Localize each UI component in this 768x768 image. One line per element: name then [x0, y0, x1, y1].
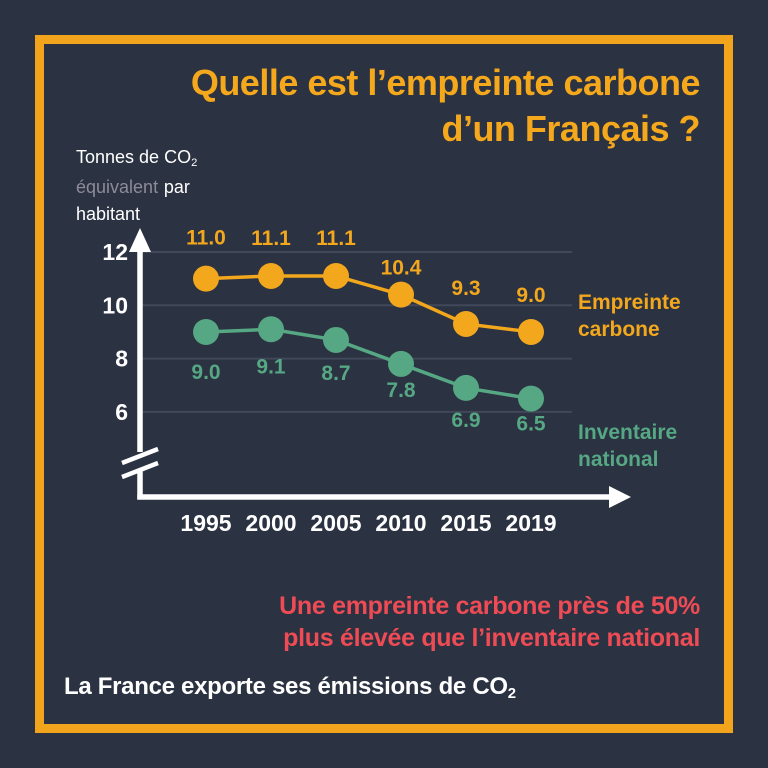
x-tick-label: 2010 [375, 510, 426, 536]
footnote-co2-subscript: 2 [507, 686, 516, 703]
gridlines [142, 251, 572, 413]
title-line1: Quelle est l’empreinte carbone [190, 62, 701, 103]
unit-label-line1-text: Tonnes de CO [76, 147, 192, 167]
footnote-main: La France exporte ses émissions de CO [64, 673, 508, 700]
unit-label-line2: équivalent par [76, 174, 197, 201]
data-point [453, 374, 479, 401]
y-tick-label: 6 [115, 399, 128, 425]
legend-label: national [578, 448, 659, 471]
data-point [388, 281, 414, 308]
x-axis-ticks: 1995 2000 2005 2010 2015 2019 [180, 510, 556, 536]
axis-break [121, 446, 159, 480]
legend-label: Empreinte [578, 291, 681, 314]
data-point [453, 310, 479, 337]
value-label: 8.7 [321, 362, 350, 385]
axis-break-slash [121, 446, 159, 466]
co2-subscript: 2 [191, 157, 198, 170]
series-line [205, 274, 532, 334]
data-point [388, 350, 414, 377]
data-point [258, 262, 284, 289]
legend-label: Inventaire [578, 421, 677, 444]
callout-line2: plus élevée que l’inventaire national [283, 623, 700, 652]
y-axis-unit-label: Tonnes de CO2 équivalent par habitant [76, 144, 197, 228]
x-tick-label: 2019 [505, 510, 556, 536]
callout-text: Une empreinte carbone près de 50% plus é… [140, 591, 700, 654]
x-axis [137, 486, 631, 508]
y-tick-label: 8 [115, 346, 128, 372]
value-label: 9.0 [516, 284, 545, 307]
data-point [323, 326, 349, 353]
value-label: 9.0 [191, 361, 220, 384]
y-axis-ticks: 12 10 8 6 [102, 239, 128, 425]
data-point [518, 318, 544, 345]
series-empreinte-carbone: 11.0 11.1 11.1 10.4 9.3 9.0 [186, 227, 546, 345]
x-tick-label: 2015 [440, 510, 491, 536]
legend-label: carbone [578, 318, 660, 341]
legend-empreinte-carbone: Empreinte carbone [578, 291, 681, 341]
line-chart: 12 10 8 6 1995 2000 2005 2010 2015 2019 11.0 11.1 11… [60, 225, 720, 545]
data-point [193, 318, 219, 345]
value-label: 6.5 [516, 413, 546, 436]
page-title: Quelle est l’empreinte carbone d’un Fran… [95, 60, 701, 151]
unit-label-muted-word: équivalent [76, 177, 159, 197]
unit-label-line3: habitant [76, 204, 141, 224]
y-axis-arrowhead [129, 228, 151, 252]
border-frame [35, 35, 733, 733]
value-label: 7.8 [386, 379, 416, 402]
series-inventaire-national: 9.0 9.1 8.7 7.8 6.9 6.5 [191, 316, 546, 436]
x-axis-arrowhead [609, 486, 631, 508]
value-label: 9.1 [256, 355, 286, 378]
callout-line1: Une empreinte carbone près de 50% [279, 592, 700, 620]
unit-label-line2-rest: par [163, 177, 190, 197]
data-point [518, 385, 544, 412]
series-line [205, 327, 532, 401]
data-point [323, 262, 349, 289]
value-label: 9.3 [451, 277, 480, 300]
y-tick-label: 12 [102, 239, 128, 265]
value-label: 11.1 [316, 227, 356, 250]
value-label: 11.1 [251, 227, 291, 250]
title-line2: d’un Français ? [441, 107, 700, 149]
footnote-text: La France exporte ses émissions de CO2 [64, 673, 516, 703]
value-label: 10.4 [381, 257, 422, 280]
x-tick-label: 1995 [180, 510, 231, 536]
value-label: 11.0 [186, 227, 226, 250]
x-tick-label: 2005 [310, 510, 361, 536]
axis-break-slash [121, 460, 159, 480]
data-point [193, 265, 219, 292]
data-point [258, 316, 284, 343]
value-label: 6.9 [451, 409, 480, 432]
x-tick-label: 2000 [245, 510, 296, 536]
unit-label-line1: Tonnes de CO2 [76, 144, 197, 174]
y-tick-label: 10 [102, 292, 128, 318]
legend-inventaire-national: Inventaire national [578, 421, 677, 471]
